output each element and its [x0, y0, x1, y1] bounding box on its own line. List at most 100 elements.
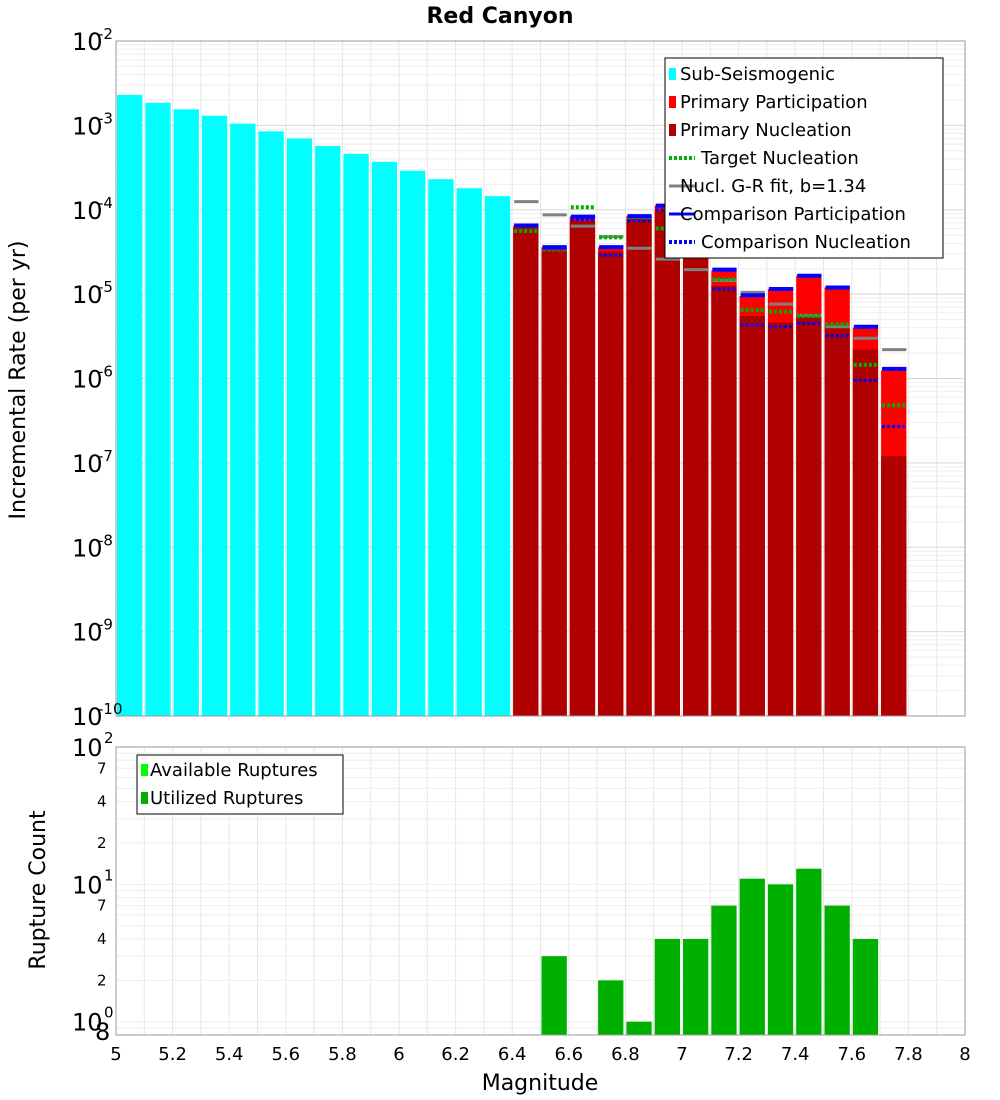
legend-entry-label: Available Ruptures — [150, 760, 318, 781]
utilized-ruptures-bar — [541, 956, 567, 1035]
top-y-axis-label: Incremental Rate (per yr) — [6, 241, 31, 520]
top-y-tick-label: 10 — [72, 619, 103, 647]
primary-nucleation-bar — [513, 227, 539, 716]
sub-seismogenic-bar — [343, 153, 369, 716]
top-y-tick-label: 10 — [72, 450, 103, 478]
bottom-y-tick-label: 4 — [97, 930, 107, 948]
bottom-y-tick-label: 2 — [97, 971, 107, 989]
x-tick-label: 5.4 — [215, 1044, 244, 1065]
utilized-ruptures-bar — [626, 1021, 652, 1035]
primary-nucleation-bar — [598, 251, 624, 716]
top-y-tick-exponent: -4 — [98, 194, 113, 212]
bottom-y-decade-label: 10 — [72, 871, 103, 899]
primary-nucleation-bar — [541, 250, 567, 717]
x-tick-label: 6.4 — [498, 1044, 527, 1065]
primary-nucleation-bar — [881, 456, 907, 716]
sub-seismogenic-bar — [484, 196, 511, 716]
utilized-ruptures-bar — [796, 868, 822, 1035]
top-y-tick-exponent: -10 — [98, 700, 123, 718]
primary-nucleation-bar — [569, 220, 596, 716]
x-tick-label: 5.8 — [328, 1044, 357, 1065]
top-y-tick-label: 10 — [72, 112, 103, 140]
bottom-y-decade-exponent: 0 — [104, 1004, 114, 1022]
sub-seismogenic-bar — [173, 109, 199, 716]
legend-entry-label: Sub-Seismogenic — [680, 64, 835, 85]
x-tick-label: 7.8 — [894, 1044, 923, 1065]
utilized-ruptures-bar — [598, 980, 624, 1035]
bottom-y-tick-label: 7 — [97, 897, 107, 915]
primary-nucleation-bar — [796, 316, 822, 716]
utilized-ruptures-bar — [852, 939, 879, 1035]
top-y-tick-exponent: -8 — [98, 531, 113, 549]
chart-title: Red Canyon — [426, 4, 573, 29]
top-legend-box — [664, 57, 944, 259]
x-tick-label: 5.6 — [271, 1044, 300, 1065]
x-tick-label: 6.6 — [554, 1044, 583, 1065]
bottom-y-tick-label: 8 — [95, 1018, 110, 1046]
primary-nucleation-bar — [626, 219, 652, 717]
x-tick-label: 6 — [393, 1044, 404, 1065]
top-y-tick-exponent: -5 — [98, 278, 113, 296]
sub-seismogenic-bar — [230, 123, 256, 716]
top-y-tick-label: 10 — [72, 197, 103, 225]
top-y-tick-label: 10 — [72, 281, 103, 309]
x-tick-label: 7 — [676, 1044, 687, 1065]
sub-seismogenic-bar — [145, 102, 171, 716]
x-tick-label: 7.4 — [781, 1044, 810, 1065]
legend-swatch — [141, 764, 148, 776]
top-plot-frame — [115, 40, 966, 717]
primary-nucleation-bar — [683, 234, 709, 716]
sub-seismogenic-bar — [428, 179, 454, 716]
x-tick-label: 8 — [959, 1044, 970, 1065]
top-y-tick-label: 10 — [72, 366, 103, 394]
legend-entry-label: Comparison Nucleation — [701, 232, 911, 253]
primary-nucleation-bar — [654, 210, 680, 716]
top-y-tick-label: 10 — [72, 28, 103, 56]
utilized-ruptures-bar — [739, 878, 765, 1035]
bottom-y-tick-label: 2 — [97, 834, 107, 852]
bottom-plot-frame — [115, 746, 966, 1036]
utilized-ruptures-bar — [654, 939, 680, 1035]
utilized-ruptures-bar — [824, 905, 850, 1035]
bottom-y-decade-label: 10 — [72, 734, 103, 762]
legend-swatch — [141, 792, 148, 804]
top-y-tick-exponent: -7 — [98, 447, 113, 465]
bottom-y-tick-label: 4 — [97, 793, 107, 811]
bottom-y-decade-exponent: 2 — [104, 729, 114, 747]
legend-entry-label: Primary Nucleation — [680, 120, 852, 141]
legend-swatch — [669, 124, 676, 136]
sub-seismogenic-bar — [117, 94, 143, 716]
utilized-ruptures-bar — [711, 905, 737, 1035]
bottom-y-tick-label: 7 — [97, 759, 107, 777]
legend-entry-label: Target Nucleation — [700, 148, 859, 169]
top-y-tick-exponent: -9 — [98, 616, 113, 634]
legend-entry-label: Nucl. G-R fit, b=1.34 — [680, 176, 866, 197]
x-tick-label: 7.6 — [837, 1044, 866, 1065]
utilized-ruptures-bar — [767, 884, 794, 1035]
sub-seismogenic-bar — [201, 115, 228, 716]
sub-seismogenic-bar — [286, 138, 313, 717]
bottom-y-decade-label: 10 — [72, 1009, 103, 1037]
top-y-tick-label: 10 — [72, 703, 103, 731]
top-y-tick-label: 10 — [72, 534, 103, 562]
x-tick-label: 5.2 — [158, 1044, 187, 1065]
top-y-tick-exponent: -3 — [98, 109, 113, 127]
top-panel: 10-1010-910-810-710-610-510-410-310-2Sub… — [72, 25, 966, 731]
bottom-y-axis-label: Rupture Count — [26, 810, 51, 970]
top-y-tick-exponent: -6 — [98, 363, 113, 381]
utilized-ruptures-bar — [683, 939, 709, 1035]
legend-entry-label: Comparison Participation — [680, 204, 906, 225]
x-axis-label: Magnitude — [482, 1071, 599, 1096]
sub-seismogenic-bar — [400, 170, 426, 716]
legend-entry-label: Utilized Ruptures — [150, 788, 303, 809]
x-tick-label: 6.2 — [441, 1044, 470, 1065]
x-tick-label: 7.2 — [724, 1044, 753, 1065]
primary-nucleation-bar — [711, 285, 737, 716]
top-y-tick-exponent: -2 — [98, 25, 113, 43]
legend-entry-label: Primary Participation — [680, 92, 868, 113]
legend-swatch — [669, 96, 676, 108]
sub-seismogenic-bar — [315, 145, 341, 717]
bottom-y-decade-exponent: 1 — [104, 866, 114, 884]
